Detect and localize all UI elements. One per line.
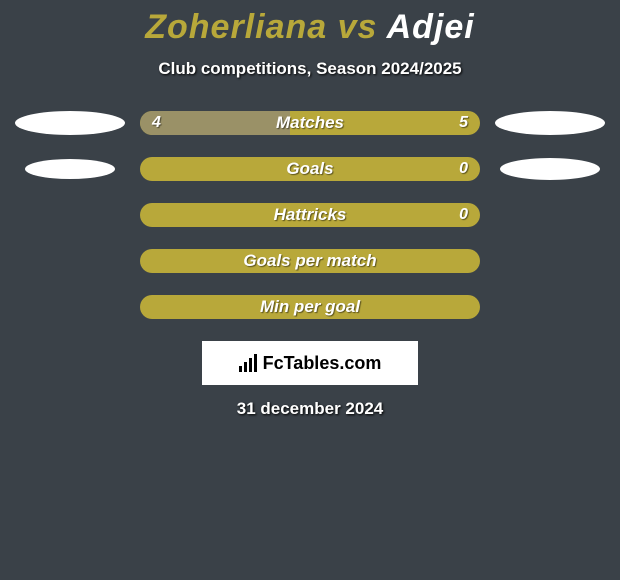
stat-label: Hattricks <box>140 205 480 225</box>
stat-label: Goals per match <box>140 251 480 271</box>
ellipse-left <box>25 159 115 179</box>
player2-name: Adjei <box>387 8 475 46</box>
logo-box: FcTables.com <box>202 341 418 385</box>
stat-row: Goals0 <box>0 157 620 181</box>
ellipse-right <box>495 111 605 135</box>
stat-row: Hattricks0 <box>0 203 620 227</box>
stat-rows: Matches45Goals0Hattricks0Goals per match… <box>0 111 620 319</box>
comparison-card: Zoherliana vs Adjei Club competitions, S… <box>0 0 620 419</box>
date: 31 december 2024 <box>0 399 620 419</box>
stat-row: Min per goal <box>0 295 620 319</box>
stat-label: Min per goal <box>140 297 480 317</box>
stat-label: Goals <box>140 159 480 179</box>
stat-bar: Hattricks0 <box>140 203 480 227</box>
subtitle: Club competitions, Season 2024/2025 <box>0 59 620 79</box>
page-title: Zoherliana vs Adjei <box>0 8 620 47</box>
ellipse-left <box>15 111 125 135</box>
stat-row: Goals per match <box>0 249 620 273</box>
stat-value-left: 4 <box>152 114 161 132</box>
logo-label: FcTables.com <box>263 353 382 374</box>
vs-text: vs <box>327 8 386 46</box>
stat-value-right: 0 <box>459 160 468 178</box>
stat-bar: Matches4 5 <box>140 111 480 135</box>
stat-bar: Min per goal <box>140 295 480 319</box>
player1-name: Zoherliana <box>145 8 327 46</box>
stat-bar: Goals per match <box>140 249 480 273</box>
stat-row: Matches4 5 <box>0 111 620 135</box>
stat-value-right: 0 <box>459 206 468 224</box>
logo: FcTables.com <box>239 353 382 374</box>
chart-icon <box>239 354 259 372</box>
ellipse-right <box>500 158 600 180</box>
stat-value-right: 5 <box>459 114 468 132</box>
stat-label: Matches <box>140 113 480 133</box>
stat-bar: Goals0 <box>140 157 480 181</box>
